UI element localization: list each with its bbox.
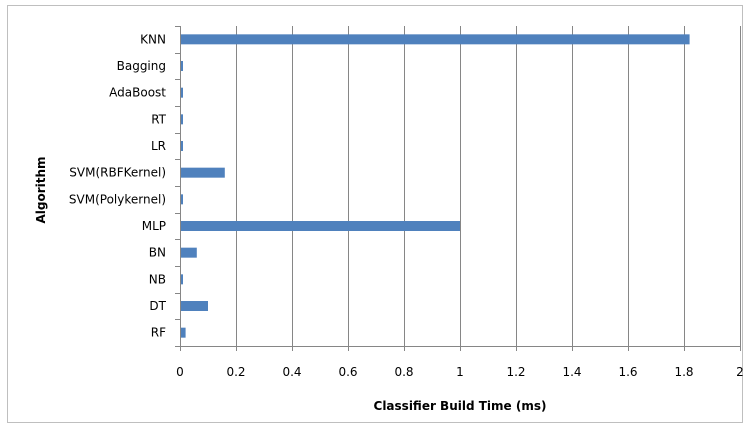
bar [180,167,225,178]
x-tick-label: 0 [176,365,184,379]
gridlines [236,26,741,346]
bar [180,34,690,45]
x-tick-label: 0.8 [394,365,413,379]
y-tick-label: RT [151,112,166,126]
x-tick-label: 1.6 [618,365,637,379]
y-tick-label: RF [151,326,166,340]
y-axis-title: Algorithm [34,156,48,223]
y-tick-label: LR [151,139,166,153]
bar [180,141,183,151]
bar [180,114,183,125]
y-tick-labels: RF DT NB BN MLP SVM(Polykernel) SVM(RBFKernel)… [69,32,167,339]
y-tick-label: SVM(RBFKernel) [69,166,166,180]
y-tick-label: AdaBoost [109,86,166,100]
bar [180,87,183,98]
x-axis-title: Classifier Build Time (ms) [374,399,547,413]
x-tick-label: 1 [456,365,464,379]
y-tick-label: MLP [142,219,166,233]
x-tick-label: 1.8 [674,365,693,379]
y-tick-label: Bagging [117,59,166,73]
bars [180,34,690,338]
bar [180,221,460,231]
y-tick-label: BN [149,246,166,260]
bar [180,247,197,258]
axes [175,26,741,351]
x-tick-label: 1.4 [562,365,581,379]
bar [180,61,183,71]
bar [180,301,208,311]
y-tick-label: DT [149,299,166,313]
x-tick-label: 1.2 [506,365,525,379]
x-tick-label: 2 [736,365,744,379]
bar [180,194,183,205]
bar [180,274,183,285]
chart-frame [7,5,743,423]
x-tick-label: 0.4 [282,365,301,379]
y-tick-label: KNN [140,32,166,46]
y-tick-label: SVM(Polykernel) [69,192,166,206]
bar [180,327,186,338]
x-tick-label: 0.2 [226,365,245,379]
x-tick-labels: 0 0.2 0.4 0.6 0.8 1 1.2 1.4 1.6 1.8 2 [176,365,744,379]
y-tick-label: NB [149,272,166,286]
x-tick-label: 0.6 [338,365,357,379]
